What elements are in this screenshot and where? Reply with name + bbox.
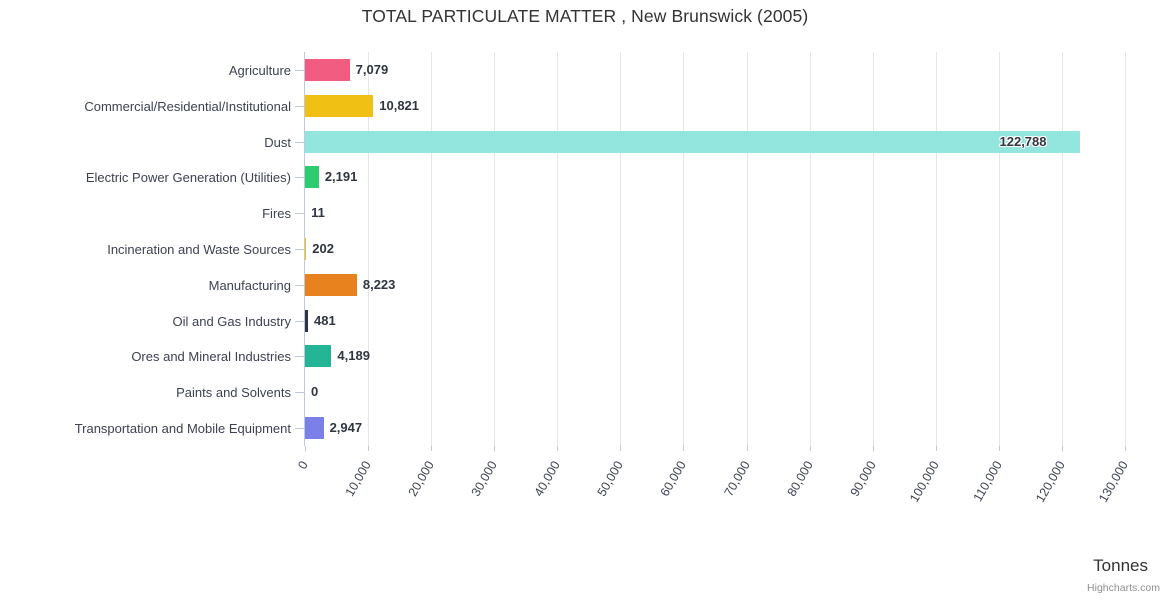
x-axis-tick — [810, 446, 811, 451]
bar-data-label: 2,947 — [329, 420, 363, 436]
y-axis-tick — [295, 106, 304, 107]
y-axis-tick — [295, 356, 304, 357]
y-axis-line — [304, 52, 305, 446]
y-axis-label[interactable]: Agriculture — [228, 62, 291, 78]
y-axis-label[interactable]: Dust — [264, 134, 291, 150]
chart-title: TOTAL PARTICULATE MATTER , New Brunswick… — [361, 6, 809, 26]
x-axis-title: Tonnes — [1093, 556, 1148, 575]
x-axis-tick — [494, 446, 495, 451]
gridline — [620, 52, 621, 446]
x-axis-tick — [747, 446, 748, 451]
y-axis-label[interactable]: Electric Power Generation (Utilities) — [85, 170, 291, 186]
x-axis-tick — [873, 446, 874, 451]
bar[interactable] — [305, 166, 319, 188]
y-axis-label[interactable]: Fires — [262, 206, 291, 222]
x-axis-tick — [557, 446, 558, 451]
gridline — [999, 52, 1000, 446]
credits-label: Highcharts.com — [1087, 582, 1160, 594]
y-axis-tick — [295, 428, 304, 429]
bar-data-label: 2,191 — [324, 169, 358, 185]
y-axis-label[interactable]: Oil and Gas Industry — [172, 313, 292, 329]
y-axis-label[interactable]: Ores and Mineral Industries — [131, 349, 291, 365]
y-axis-tick — [295, 321, 304, 322]
gridline — [557, 52, 558, 446]
bar-data-label: 0 — [311, 384, 319, 400]
x-axis-label[interactable]: 130,000 — [1096, 458, 1131, 505]
y-axis-tick — [295, 285, 304, 286]
bar[interactable] — [305, 274, 357, 296]
bar-data-label: 202 — [312, 241, 334, 256]
x-axis-tick — [936, 446, 937, 451]
bar[interactable] — [305, 345, 332, 367]
y-axis-tick — [295, 213, 304, 214]
y-axis-tick — [295, 392, 304, 393]
bar[interactable] — [305, 131, 1080, 153]
y-axis-tick — [295, 177, 304, 178]
gridline — [1062, 52, 1063, 446]
bar-data-label: 11 — [311, 205, 325, 221]
bar[interactable] — [305, 417, 324, 439]
gridline — [873, 52, 874, 446]
gridline — [431, 52, 432, 446]
x-axis-tick — [683, 446, 684, 451]
gridline — [810, 52, 811, 446]
gridline — [747, 52, 748, 446]
y-axis-tick — [295, 70, 304, 71]
gridline — [683, 52, 684, 446]
x-axis-tick — [1062, 446, 1063, 451]
y-axis-label[interactable]: Transportation and Mobile Equipment — [74, 421, 291, 437]
bar[interactable] — [305, 238, 307, 260]
x-axis-tick — [620, 446, 621, 451]
bar-data-label: 4,189 — [337, 348, 370, 364]
bar[interactable] — [305, 59, 350, 81]
bar-data-label: 10,821 — [379, 97, 420, 113]
gridline — [494, 52, 495, 446]
x-axis-tick — [999, 446, 1000, 451]
plot-area — [305, 52, 1126, 446]
x-axis-tick — [1125, 446, 1126, 451]
bar-data-label: 481 — [314, 312, 336, 328]
bar-data-label: 7,079 — [355, 61, 389, 77]
y-axis-label[interactable]: Incineration and Waste Sources — [107, 242, 291, 257]
gridline — [1125, 52, 1126, 446]
bar[interactable] — [305, 95, 374, 117]
bar[interactable] — [305, 310, 309, 332]
x-axis-tick — [431, 446, 432, 451]
x-axis-tick — [305, 446, 306, 451]
y-axis-label[interactable]: Manufacturing — [208, 277, 291, 293]
y-axis-tick — [295, 142, 304, 143]
bar-data-label: 122,788 — [999, 133, 1047, 149]
y-axis-label[interactable]: Commercial/Residential/Institutional — [84, 98, 291, 114]
gridline — [368, 52, 369, 446]
y-axis-tick — [295, 249, 304, 250]
gridline — [936, 52, 937, 446]
y-axis-label[interactable]: Paints and Solvents — [176, 385, 291, 401]
x-axis-tick — [368, 446, 369, 451]
bar-data-label: 8,223 — [362, 276, 396, 292]
